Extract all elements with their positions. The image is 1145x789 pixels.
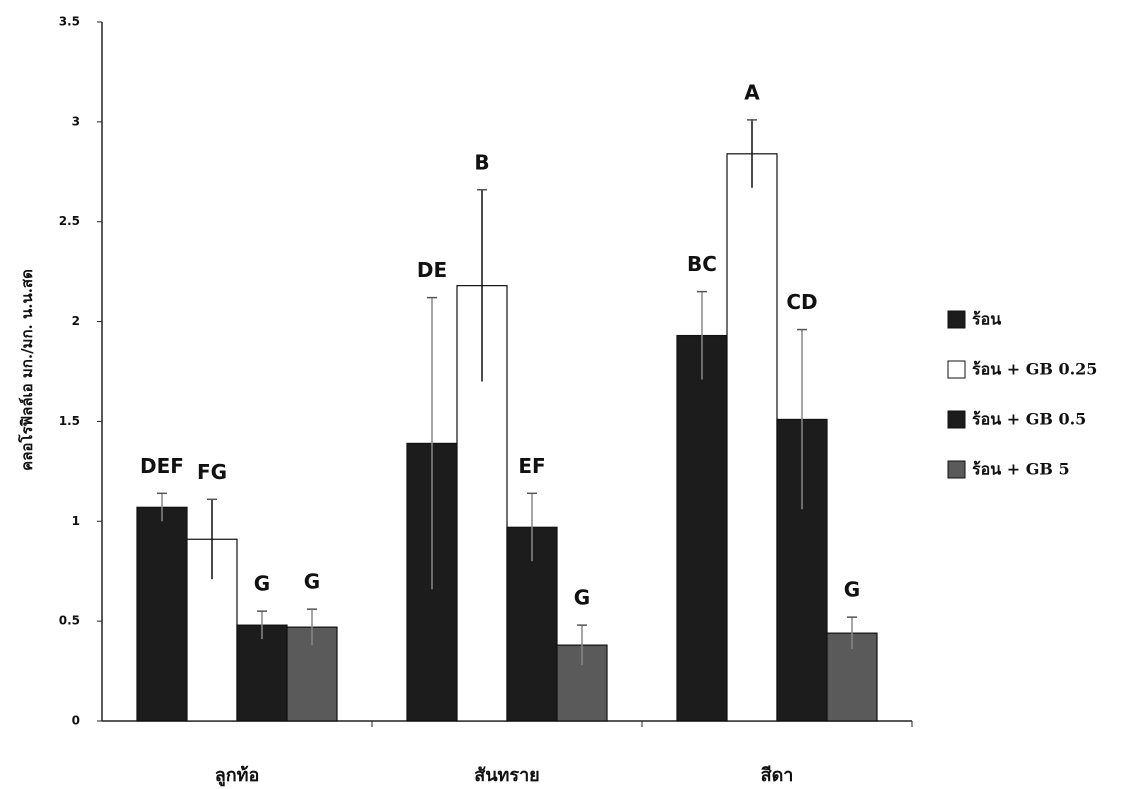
- legend-swatch: [948, 311, 965, 328]
- significance-letter: G: [254, 572, 270, 596]
- legend-label: ร้อน + GB 0.25: [972, 360, 1097, 379]
- legend-swatch: [948, 461, 965, 478]
- y-tick-label: 1.5: [59, 414, 80, 428]
- legend-label: ร้อน: [972, 310, 1001, 329]
- y-tick-label: 0.5: [59, 614, 80, 628]
- significance-letter: BC: [687, 252, 717, 276]
- significance-letter: CD: [786, 290, 817, 314]
- y-tick-label: 2.5: [59, 214, 80, 228]
- legend-swatch: [948, 361, 965, 378]
- legend-label: ร้อน + GB 5: [972, 460, 1070, 479]
- x-tick-label: สีดา: [761, 765, 794, 786]
- legend-label: ร้อน + GB 0.5: [972, 410, 1086, 429]
- chart: คลอโรฟิลล์เอ มก./มก. น.น.สด 0 0.5 1 1.5 2 2.5…: [0, 0, 1145, 789]
- significance-letter: EF: [518, 454, 545, 478]
- significance-letter: DEF: [140, 454, 184, 478]
- significance-letter: G: [304, 570, 320, 594]
- y-tick-label: 1: [72, 514, 80, 528]
- y-axis-title: คลอโรฟิลล์เอ มก./มก. น.น.สด: [17, 269, 36, 471]
- legend-swatch: [948, 411, 965, 428]
- y-tick-label: 3.5: [59, 15, 80, 29]
- significance-letter: DE: [417, 258, 447, 282]
- significance-letter: A: [744, 80, 760, 104]
- significance-letter: G: [574, 586, 590, 610]
- bar: [727, 154, 777, 721]
- significance-letter: FG: [197, 460, 227, 484]
- y-tick-label: 2: [72, 314, 80, 328]
- bar: [677, 336, 727, 721]
- y-tick-label: 3: [72, 114, 80, 128]
- bar: [237, 625, 287, 721]
- x-tick-label: สันทราย: [474, 765, 539, 786]
- y-tick-label: 0: [72, 714, 80, 728]
- bar: [137, 507, 187, 721]
- significance-letter: B: [474, 150, 489, 174]
- x-tick-label: ลูกท้อ: [215, 765, 260, 787]
- significance-letter: G: [844, 578, 860, 602]
